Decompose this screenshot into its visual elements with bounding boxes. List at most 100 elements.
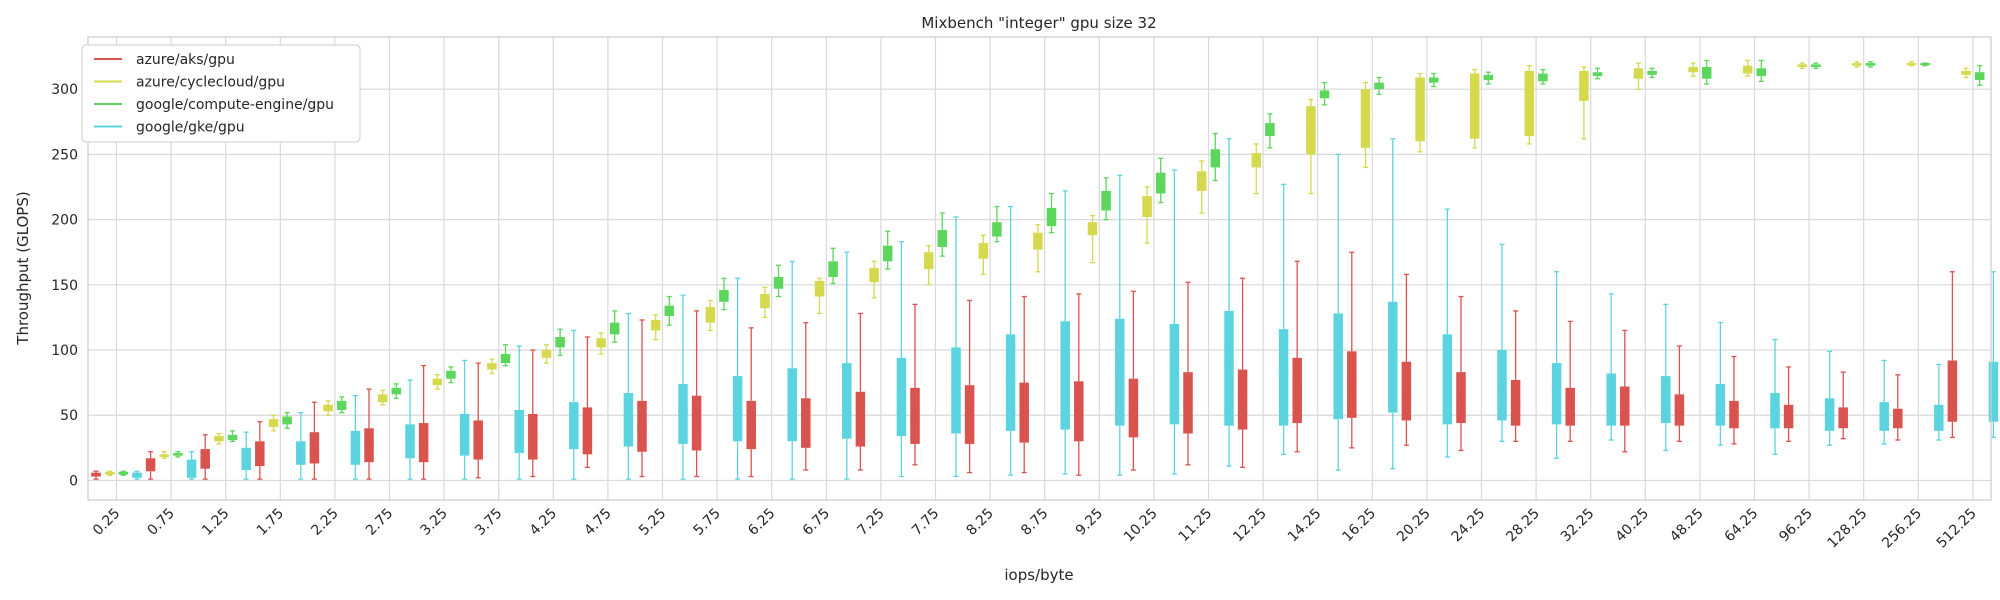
box-plot bbox=[528, 349, 538, 478]
box-plot bbox=[910, 303, 920, 466]
box-body bbox=[951, 347, 961, 434]
box-plot bbox=[1183, 281, 1193, 466]
y-tick-label: 100 bbox=[51, 343, 78, 359]
box-plot bbox=[296, 411, 306, 480]
box-plot bbox=[1401, 273, 1412, 446]
box-body bbox=[1947, 360, 1958, 422]
box-plot bbox=[200, 434, 210, 480]
x-tick-label: 1.75 bbox=[254, 506, 287, 539]
box-body bbox=[882, 245, 893, 262]
box-plot bbox=[678, 294, 688, 480]
box-plot bbox=[992, 205, 1002, 243]
box-plot bbox=[1237, 277, 1248, 469]
box-plot bbox=[91, 470, 101, 480]
box-plot bbox=[1442, 208, 1453, 458]
box-plot bbox=[541, 344, 552, 364]
y-tick-label: 300 bbox=[51, 82, 78, 98]
box-plot bbox=[1469, 68, 1480, 149]
box-plot bbox=[173, 451, 183, 458]
box-plot bbox=[473, 362, 483, 479]
box-plot bbox=[1783, 366, 1794, 442]
box-plot bbox=[514, 345, 524, 480]
box-body bbox=[1319, 90, 1330, 99]
box-plot bbox=[1210, 132, 1221, 182]
y-tick-label: 200 bbox=[51, 213, 78, 229]
box-plot bbox=[623, 312, 634, 480]
box-plot bbox=[855, 312, 866, 471]
x-tick-label: 2.25 bbox=[308, 506, 341, 539]
box-plot bbox=[268, 414, 279, 432]
x-tick-label: 28.25 bbox=[1503, 506, 1543, 546]
box-body bbox=[1333, 313, 1343, 420]
box-plot bbox=[951, 216, 961, 478]
box-plot bbox=[377, 389, 388, 406]
plot-area bbox=[88, 37, 1991, 500]
legend-label: google/compute-engine/gpu bbox=[136, 97, 334, 113]
box-plot bbox=[1319, 81, 1330, 106]
x-tick-label: 128.25 bbox=[1825, 506, 1871, 552]
box-body bbox=[1388, 301, 1398, 413]
box-plot bbox=[214, 432, 224, 445]
box-plot bbox=[1019, 295, 1029, 474]
box-plot bbox=[746, 327, 756, 478]
box-plot bbox=[405, 379, 415, 480]
x-tick-labels: 0.25 0.75 1.25 1.75 2.25 2.75 3.25 3.75 4.25 4.75… bbox=[90, 506, 1980, 552]
box-plot bbox=[1388, 138, 1398, 470]
box-plot bbox=[1797, 62, 1808, 69]
x-tick-label: 8.25 bbox=[964, 506, 997, 539]
chart-title: Mixbench "integer" gpu size 32 bbox=[921, 14, 1156, 32]
box-plot bbox=[1961, 67, 1971, 79]
box-plot bbox=[1306, 98, 1316, 195]
box-plot bbox=[1729, 355, 1739, 445]
box-plot bbox=[432, 374, 443, 390]
box-body bbox=[186, 459, 197, 478]
box-body bbox=[1278, 329, 1289, 426]
box-plot bbox=[760, 286, 770, 319]
box-body bbox=[1783, 404, 1794, 429]
box-plot bbox=[1893, 374, 1903, 441]
box-plot bbox=[1142, 186, 1152, 244]
box-plot bbox=[104, 470, 115, 476]
x-tick-label: 6.25 bbox=[745, 506, 778, 539]
box-plot bbox=[1974, 65, 1985, 86]
box-plot bbox=[1074, 293, 1084, 476]
box-body bbox=[1456, 372, 1466, 424]
x-axis-label: iops/byte bbox=[1004, 566, 1073, 584]
box-plot bbox=[650, 314, 661, 341]
box-body bbox=[1210, 149, 1221, 168]
box-plot bbox=[1415, 72, 1425, 153]
x-tick-label: 7.75 bbox=[909, 506, 942, 539]
box-body bbox=[104, 472, 115, 475]
box-plot bbox=[1005, 205, 1016, 476]
box-plot bbox=[1046, 192, 1057, 234]
box-plot bbox=[609, 310, 620, 343]
box-plot bbox=[869, 260, 879, 299]
box-body bbox=[405, 424, 415, 459]
box-plot bbox=[1538, 68, 1548, 85]
box-plot bbox=[282, 411, 292, 429]
box-plot bbox=[1497, 243, 1507, 442]
box-body bbox=[1183, 372, 1193, 434]
box-plot bbox=[500, 344, 511, 367]
box-plot bbox=[1428, 72, 1439, 88]
x-tick-label: 40.25 bbox=[1612, 506, 1652, 546]
box-plot bbox=[923, 245, 934, 286]
x-tick-label: 20.25 bbox=[1394, 506, 1434, 546]
legend-label: azure/cyclecloud/gpu bbox=[136, 75, 285, 91]
box-plot bbox=[1620, 329, 1630, 453]
box-body bbox=[691, 395, 702, 451]
box-body bbox=[1005, 334, 1016, 431]
x-tick-label: 1.25 bbox=[199, 506, 232, 539]
x-tick-label: 24.25 bbox=[1449, 506, 1489, 546]
x-tick-label: 8.75 bbox=[1018, 506, 1051, 539]
box-plot bbox=[1169, 169, 1180, 475]
box-plot bbox=[555, 328, 565, 356]
box-plot bbox=[1879, 359, 1889, 445]
box-plot bbox=[814, 277, 825, 315]
box-plot bbox=[487, 358, 497, 375]
box-body bbox=[787, 368, 797, 442]
box-plot bbox=[801, 321, 811, 471]
box-body bbox=[296, 441, 306, 465]
x-tick-label: 2.75 bbox=[363, 506, 396, 539]
